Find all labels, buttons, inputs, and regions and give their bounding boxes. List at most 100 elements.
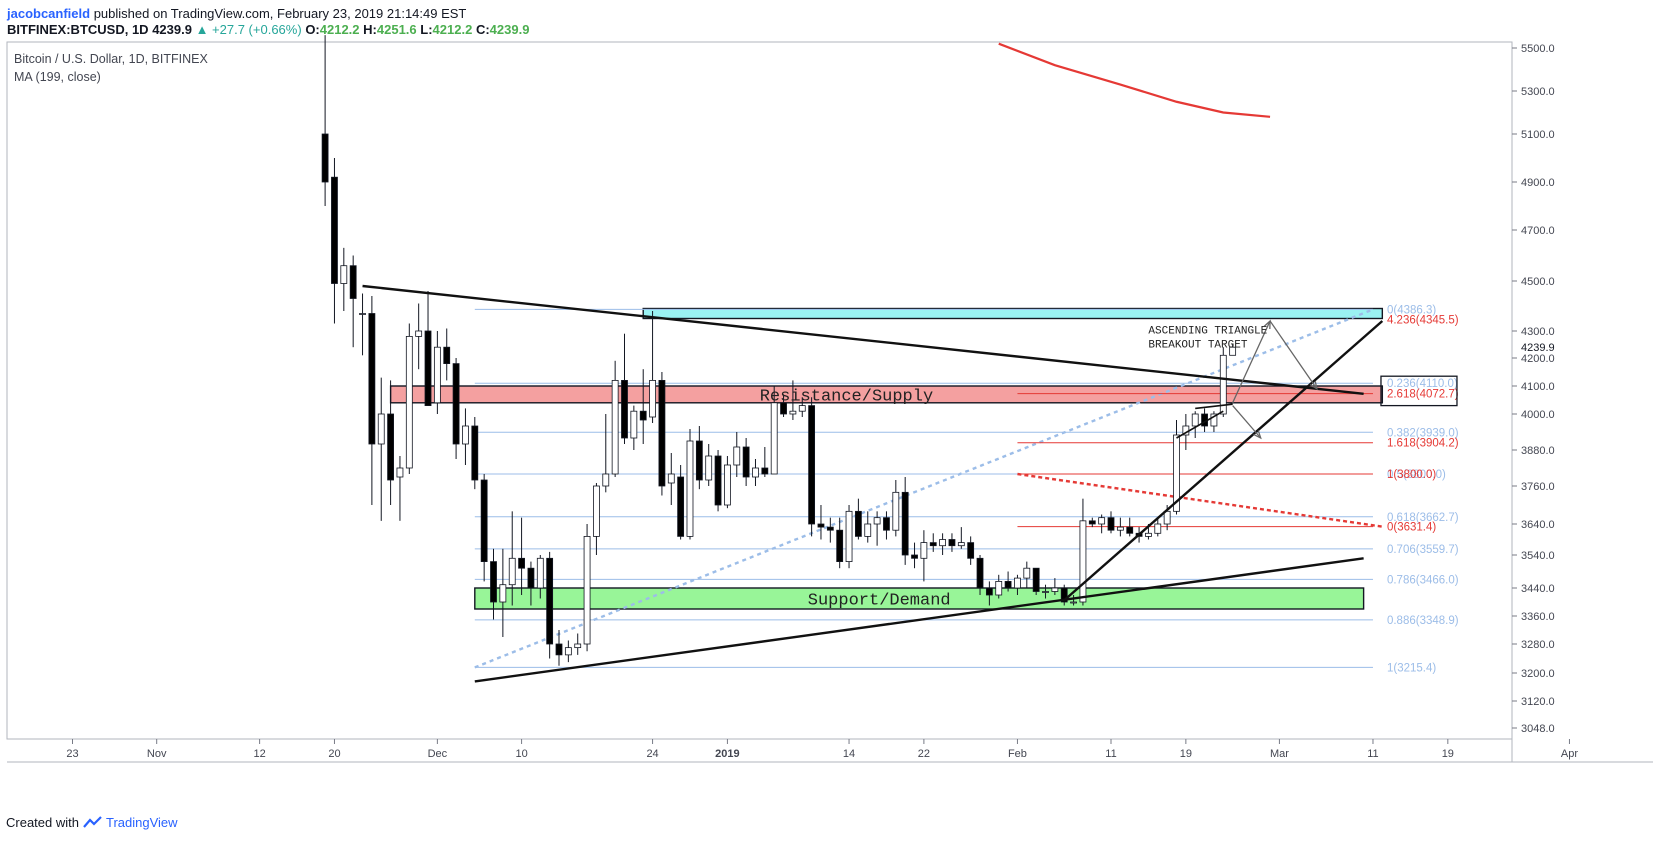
fib-ext-label: 0(3631.4) (1387, 522, 1436, 534)
rising-support-line (474, 557, 1364, 683)
last-price-tag: 4239.9 (1521, 342, 1555, 354)
high-label: H: (363, 22, 377, 37)
close-label: C: (475, 22, 490, 37)
candle (742, 446, 750, 478)
ascending-trendline (1063, 320, 1384, 602)
fib-trend-line (474, 308, 1374, 669)
projection-arrow-retest-head (1309, 380, 1318, 391)
candle (574, 643, 582, 649)
candle (377, 413, 385, 445)
candle (649, 379, 656, 418)
candle (359, 313, 366, 315)
candle (1042, 591, 1049, 593)
candle (546, 557, 554, 645)
ohlc-line: BITFINEX:BTCUSD, 1D 4239.9 ▲ +27.7 (+0.6… (7, 22, 529, 37)
low-value: 4212.2 (432, 22, 473, 37)
y-tick-label: 4900.0 (1521, 177, 1555, 189)
candle (639, 410, 647, 421)
close-value: 4239.9 (489, 22, 530, 37)
y-tick-label: 4000.0 (1521, 409, 1555, 421)
candle (340, 265, 348, 284)
candle (1023, 567, 1031, 579)
candle (443, 346, 451, 365)
fib-ext-label: 4.236(4345.5) (1387, 315, 1459, 327)
candle (1051, 587, 1059, 592)
candle (957, 542, 965, 547)
candle (462, 425, 469, 445)
candle (770, 402, 778, 475)
fib-level-label: 0(4386.3) (1387, 304, 1436, 316)
y-tick-label: 3280.0 (1521, 639, 1555, 651)
candle (667, 473, 675, 484)
published-text: published on TradingView.com, February 2… (93, 6, 467, 21)
fib-level-label: 1(3215.4) (1387, 662, 1436, 674)
footer-brand[interactable]: TradingView (106, 815, 178, 830)
high-value: 4251.6 (376, 22, 417, 37)
support-zone (474, 587, 1365, 610)
y-tick-label: 4500.0 (1521, 276, 1555, 288)
target-zone (642, 307, 1384, 320)
descending-trendline (362, 284, 1364, 396)
candle (1004, 581, 1012, 589)
candle (677, 476, 685, 537)
fib-level-label: 0.5(3800.0) (1387, 469, 1446, 481)
ma-line (998, 42, 1271, 118)
candle (836, 529, 844, 563)
candle (621, 379, 628, 439)
candle (583, 536, 591, 645)
publish-info: jacobcanfield published on TradingView.c… (7, 6, 466, 21)
candle (387, 413, 394, 481)
x-tick-label: Dec (428, 748, 448, 760)
projection-arrow-down-head (1253, 430, 1262, 440)
candle (1210, 413, 1218, 427)
candle (826, 526, 834, 531)
candle (873, 517, 881, 525)
candle (883, 517, 890, 531)
candle (490, 561, 497, 603)
candle (1229, 346, 1237, 356)
candle (920, 542, 928, 559)
candle (368, 313, 376, 445)
fib-ext-label: 1(3800.0) (1387, 469, 1436, 481)
candle (967, 542, 975, 559)
fib-ext-label: 1.618(3904.2) (1387, 438, 1459, 450)
candle (752, 467, 759, 478)
candle (939, 539, 946, 547)
y-tick-label: 4200.0 (1521, 353, 1555, 365)
candle (480, 479, 488, 562)
y-tick-label: 3640.0 (1521, 519, 1555, 531)
candle (1060, 587, 1068, 603)
author-link[interactable]: jacobcanfield (7, 6, 91, 21)
y-tick-label: 3760.0 (1521, 481, 1555, 493)
candle (518, 557, 525, 569)
x-tick-label: 19 (1180, 748, 1192, 760)
x-tick-label: 11 (1367, 748, 1378, 760)
candle (452, 363, 460, 445)
candle (555, 643, 563, 656)
footer-prefix: Created with (6, 815, 79, 830)
x-tick-label: Nov (147, 748, 167, 760)
legend-indicator[interactable]: MA (199, close) (14, 70, 101, 84)
candle (611, 379, 619, 475)
candle (499, 584, 507, 603)
last-price: 4239.9 (152, 22, 192, 37)
y-tick-label: 4100.0 (1521, 381, 1555, 393)
x-tick-label: 11 (1105, 748, 1116, 760)
candle (1145, 532, 1152, 537)
channel-line-high (1195, 403, 1233, 410)
channel-line-low (1176, 410, 1224, 439)
candle (976, 557, 984, 589)
symbol-label: BITFINEX:BTCUSD, 1D (7, 22, 149, 37)
y-tick-label: 5300.0 (1521, 86, 1555, 98)
candle (1088, 520, 1096, 525)
candle (415, 330, 423, 337)
candle (349, 265, 357, 299)
x-tick-label: Mar (1270, 748, 1289, 760)
x-tick-label: 23 (66, 748, 78, 760)
candle (593, 485, 600, 537)
candle (331, 176, 338, 284)
candle (508, 557, 516, 586)
candle (424, 330, 432, 406)
candle (1116, 526, 1124, 531)
